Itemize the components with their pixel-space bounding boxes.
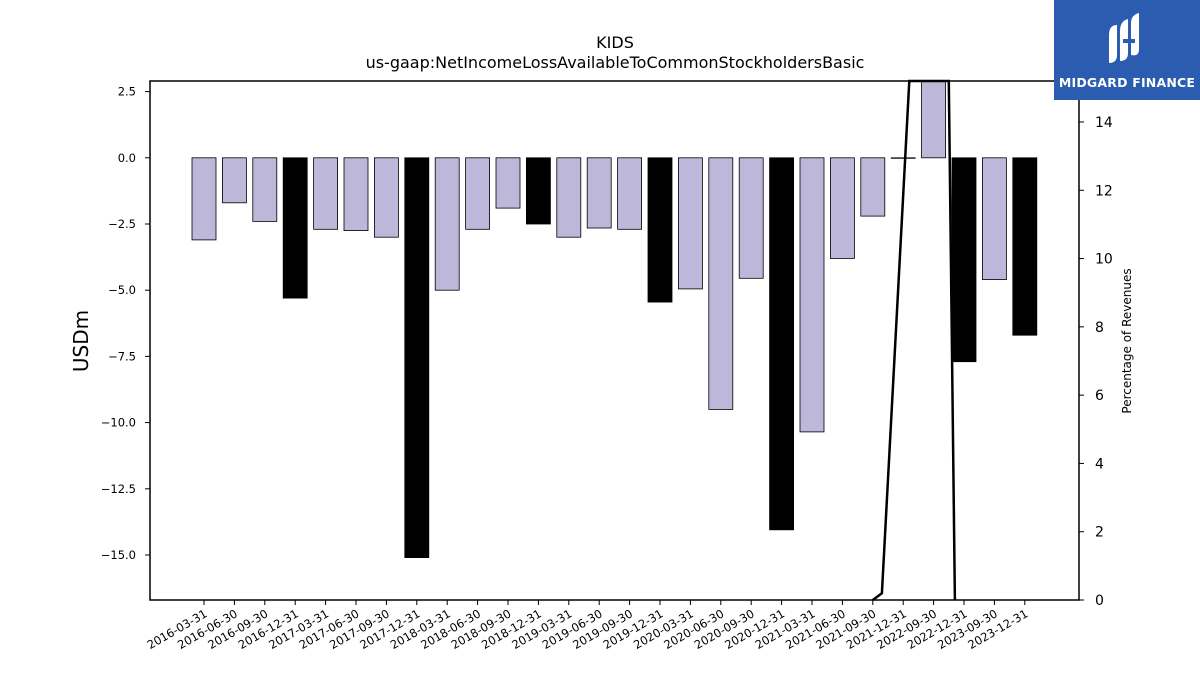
bar-2022-12-31: [951, 157, 977, 363]
y2-axis-label: Percentage of Revenues: [1120, 268, 1134, 413]
y-tick-label: −12.5: [101, 482, 136, 496]
bar-2019-12-31: [647, 157, 673, 303]
bar-2017-06-30: [343, 157, 369, 232]
bar-2019-03-31: [556, 157, 582, 238]
bar-2021-06-30: [830, 157, 855, 259]
y2-tick-label: 10: [1095, 252, 1113, 268]
bar-2021-09-30: [860, 157, 886, 217]
bar-2017-03-31: [313, 157, 339, 230]
bar-2016-12-31: [282, 157, 308, 299]
bar-2018-03-31: [434, 157, 460, 291]
bar-2016-03-31: [191, 157, 217, 241]
bar-2020-09-30: [738, 157, 764, 279]
bar-2018-06-30: [465, 157, 491, 230]
y-axis-label: USDm: [69, 310, 93, 372]
y2-tick-label: 4: [1095, 456, 1104, 472]
bar-2020-03-31: [678, 157, 703, 290]
x-axis-ticks: 2016-03-312016-06-302016-09-302016-12-31…: [145, 600, 1030, 652]
bar-2023-12-31: [1012, 157, 1038, 336]
bar-2020-06-30: [708, 157, 734, 410]
bars-layer: [191, 80, 1038, 558]
bar-2021-12-31: [890, 157, 916, 159]
y2-axis-ticks: 0 2 4 6 8 10 12 14: [1079, 115, 1113, 609]
y-tick-label: −7.5: [108, 349, 136, 363]
bar-2019-09-30: [617, 157, 642, 230]
plot-frame: [149, 80, 1080, 601]
y-axis-ticks: 2.5 0.0 −2.5 −5.0 −7.5 −10.0 −12.5 −15.0: [101, 85, 150, 562]
bar-2020-12-31: [769, 157, 794, 531]
y2-tick-label: 14: [1095, 115, 1113, 131]
y2-tick-label: 12: [1095, 183, 1113, 199]
y2-tick-label: 2: [1095, 525, 1104, 541]
bar-2018-09-30: [495, 157, 521, 209]
bar-2017-09-30: [373, 157, 399, 238]
midgard-finance-logo: MIDGARD FINANCE: [1054, 0, 1200, 100]
bar-2016-06-30: [221, 157, 247, 204]
bar-2022-09-30: [921, 80, 946, 159]
y-tick-label: −5.0: [108, 283, 136, 297]
bar-2019-06-30: [586, 157, 612, 229]
y-tick-label: −15.0: [101, 548, 136, 562]
y-tick-label: −2.5: [108, 217, 136, 231]
y-tick-label: 0.0: [118, 151, 136, 165]
bar-2021-03-31: [799, 157, 825, 433]
y2-tick-label: 8: [1095, 320, 1104, 336]
y2-tick-label: 6: [1095, 388, 1104, 404]
logo-text: MIDGARD FINANCE: [1058, 74, 1196, 90]
chart-subtitle: us-gaap:NetIncomeLossAvailableToCommonSt…: [366, 53, 865, 72]
bar-2016-09-30: [252, 157, 278, 222]
y-tick-label: 2.5: [118, 85, 136, 99]
chart-title: KIDS: [596, 33, 634, 52]
y-tick-label: −10.0: [101, 416, 136, 430]
bar-2023-09-30: [982, 157, 1007, 281]
bar-2018-12-31: [526, 157, 551, 225]
midgard-logo-icon: [1109, 12, 1139, 63]
y2-tick-label: 0: [1095, 593, 1104, 609]
bar-2017-12-31: [404, 157, 430, 558]
